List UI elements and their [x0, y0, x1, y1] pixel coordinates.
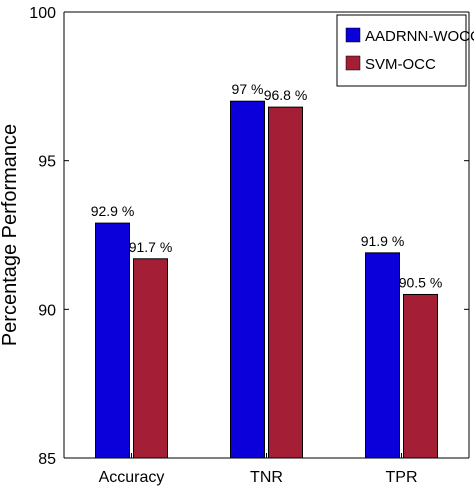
legend-swatch	[345, 27, 361, 43]
data-labels-group: 92.9 % 97 % 91.9 % 91.7 % 96.8 % 90.5 %	[91, 81, 443, 290]
x-tick-label: TNR	[250, 469, 283, 486]
y-tick-label: 95	[38, 154, 56, 171]
y-axis-title-group: Percentage Performance	[0, 124, 21, 346]
legend-label: SVM-OCC	[365, 56, 436, 73]
data-label: 96.8 %	[264, 87, 308, 103]
x-tick-label: Accuracy	[99, 469, 165, 486]
legend-swatch	[345, 55, 361, 71]
y-tick-label: 100	[29, 5, 56, 22]
bar-aadrnn-wocc-tpr	[365, 252, 400, 459]
data-label: 97 %	[232, 81, 264, 97]
bar-aadrnn-wocc-accuracy	[95, 222, 130, 459]
bar-svm-occ-accuracy	[133, 258, 168, 459]
y-ticks-group: 85 90 95 100	[29, 5, 469, 468]
data-label: 90.5 %	[399, 274, 443, 290]
legend-box	[336, 14, 467, 87]
y-tick-label: 85	[38, 451, 56, 468]
y-tick-label: 90	[38, 302, 56, 319]
bar-svm-occ-tpr	[403, 293, 438, 459]
bars-group	[95, 100, 438, 459]
data-label: 91.7 %	[129, 239, 173, 255]
legend-label: AADRNN-WOCC	[365, 28, 474, 45]
x-tick-label: TPR	[386, 469, 418, 486]
x-categories-group: Accuracy TNR TPR	[99, 453, 418, 486]
legend: AADRNN-WOCC SVM-OCC	[336, 14, 474, 87]
data-label: 92.9 %	[91, 203, 135, 219]
y-axis-title: Percentage Performance	[0, 124, 21, 346]
bar-svm-occ-tnr	[268, 106, 303, 459]
data-label: 91.9 %	[361, 233, 405, 249]
bar-aadrnn-wocc-tnr	[230, 100, 265, 459]
